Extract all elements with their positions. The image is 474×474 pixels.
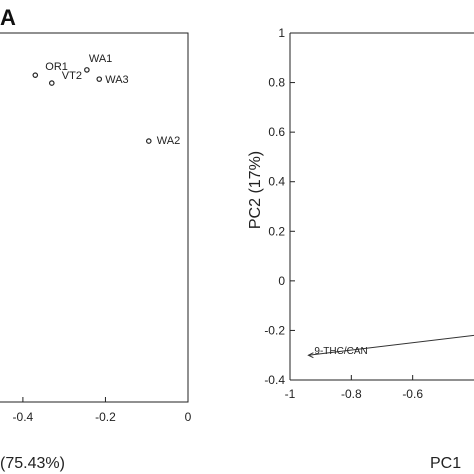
- vector-arrowhead: [307, 352, 314, 359]
- right-x-axis-label: PC1: [430, 455, 461, 472]
- y-tick-label: 0: [278, 274, 285, 288]
- y-tick-label: 0.8: [268, 76, 285, 90]
- x-tick-label: -0.8: [341, 387, 362, 401]
- scatter-point: [84, 67, 90, 73]
- loading-vector: [308, 334, 474, 356]
- x-tick-label: -0.4: [13, 410, 34, 424]
- right-loading-plot: -0.4 -0.2 0 0.2 0.4 0.6 0.8 1 -1 -0.8 -0.6 9-THC/CA…: [264, 26, 474, 401]
- right-y-axis-label: PC2 (17%): [247, 151, 264, 229]
- x-tick-label: -1: [285, 387, 296, 401]
- y-tick-label: 0.2: [268, 224, 285, 238]
- panel-label: A: [0, 5, 16, 30]
- x-tick-label: 0: [185, 410, 192, 424]
- scatter-point: [48, 80, 55, 86]
- point-label: OR1: [45, 61, 68, 73]
- point-label: WA1: [89, 53, 112, 65]
- point-label: WA3: [105, 74, 128, 86]
- y-tick-label: -0.2: [264, 323, 285, 337]
- scatter-point: [145, 138, 152, 144]
- y-tick-label: 0.6: [268, 125, 285, 139]
- y-tick-label: 0.4: [268, 175, 285, 189]
- scatter-point: [96, 76, 103, 82]
- x-tick-label: -0.2: [95, 410, 116, 424]
- y-tick-label: 1: [278, 26, 285, 40]
- scatter-point: [32, 72, 39, 78]
- plot-frame: [0, 32, 189, 403]
- point-label: VT2: [62, 70, 82, 82]
- y-tick-label: -0.4: [264, 373, 285, 387]
- point-label: WA2: [157, 135, 180, 147]
- vector-label: 9-THC/CAN: [314, 346, 367, 357]
- x-tick-label: -0.6: [402, 387, 423, 401]
- left-x-axis-label: (75.43%): [0, 455, 65, 472]
